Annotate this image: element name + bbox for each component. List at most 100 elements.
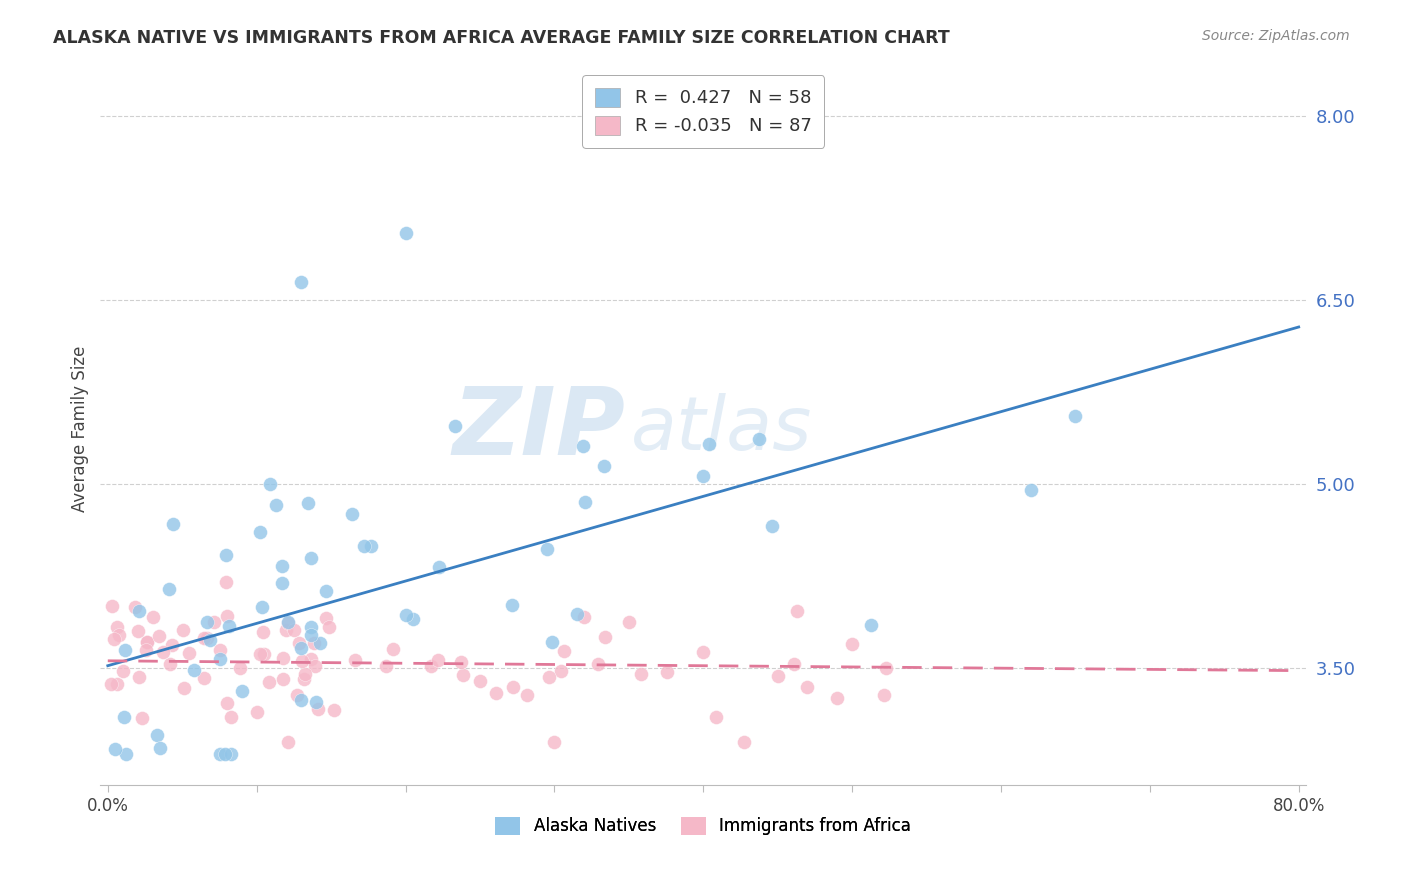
Point xyxy=(217,696,239,710)
Point xyxy=(160,638,183,652)
Point xyxy=(219,747,242,761)
Point xyxy=(841,637,863,651)
Point xyxy=(1019,483,1042,497)
Point xyxy=(593,458,616,473)
Point xyxy=(105,677,128,691)
Point xyxy=(172,623,194,637)
Point xyxy=(249,525,271,540)
Legend: Alaska Natives, Immigrants from Africa: Alaska Natives, Immigrants from Africa xyxy=(489,810,918,842)
Point xyxy=(586,657,609,672)
Point xyxy=(382,641,405,656)
Point xyxy=(536,542,558,557)
Point xyxy=(100,599,122,613)
Point xyxy=(209,642,232,657)
Point xyxy=(290,641,312,656)
Point xyxy=(108,628,131,642)
Point xyxy=(299,652,322,666)
Point xyxy=(305,695,328,709)
Point xyxy=(692,469,714,483)
Point xyxy=(112,710,135,724)
Point xyxy=(173,681,195,695)
Point xyxy=(209,747,232,761)
Point xyxy=(231,683,253,698)
Point xyxy=(294,666,316,681)
Point xyxy=(271,650,294,665)
Point xyxy=(142,610,165,624)
Point xyxy=(183,664,205,678)
Point xyxy=(318,619,340,633)
Point xyxy=(162,516,184,531)
Point xyxy=(485,685,508,699)
Point xyxy=(253,647,276,661)
Point xyxy=(353,540,375,554)
Text: Source: ZipAtlas.com: Source: ZipAtlas.com xyxy=(1202,29,1350,43)
Point xyxy=(748,432,770,446)
Point xyxy=(252,599,274,614)
Point xyxy=(135,635,157,649)
Point xyxy=(259,476,281,491)
Point xyxy=(291,654,314,668)
Point xyxy=(148,629,170,643)
Point xyxy=(873,688,896,702)
Point xyxy=(796,680,818,694)
Point xyxy=(277,735,299,749)
Point xyxy=(112,664,135,678)
Point xyxy=(468,674,491,689)
Point xyxy=(574,495,596,509)
Point xyxy=(304,659,326,673)
Point xyxy=(786,604,808,618)
Point xyxy=(394,608,416,623)
Point xyxy=(215,575,238,590)
Point xyxy=(299,551,322,566)
Point xyxy=(145,728,167,742)
Point xyxy=(103,632,125,646)
Point xyxy=(249,648,271,662)
Point xyxy=(105,620,128,634)
Point xyxy=(1064,409,1087,424)
Point xyxy=(128,604,150,618)
Point xyxy=(149,741,172,756)
Point xyxy=(135,643,157,657)
Y-axis label: Average Family Size: Average Family Size xyxy=(72,346,89,512)
Point xyxy=(214,747,236,761)
Point xyxy=(193,671,215,685)
Point xyxy=(246,706,269,720)
Point xyxy=(292,672,315,686)
Point xyxy=(538,670,561,684)
Point xyxy=(630,667,652,681)
Point xyxy=(152,645,174,659)
Point xyxy=(697,436,720,450)
Point xyxy=(427,560,450,574)
Point xyxy=(572,610,595,624)
Point xyxy=(135,635,157,649)
Point xyxy=(252,624,274,639)
Point xyxy=(553,644,575,658)
Point xyxy=(733,735,755,749)
Point xyxy=(450,655,472,669)
Point xyxy=(315,611,337,625)
Point xyxy=(426,653,449,667)
Point xyxy=(859,618,882,632)
Point xyxy=(550,664,572,678)
Point xyxy=(343,653,366,667)
Point xyxy=(375,659,398,673)
Point xyxy=(825,690,848,705)
Point xyxy=(159,657,181,672)
Point xyxy=(115,747,138,761)
Point xyxy=(655,665,678,679)
Point xyxy=(274,623,297,637)
Point xyxy=(309,636,332,650)
Point xyxy=(875,660,897,674)
Text: ZIP: ZIP xyxy=(451,383,624,475)
Point xyxy=(204,615,226,629)
Point xyxy=(307,702,329,716)
Point xyxy=(297,496,319,510)
Point xyxy=(571,439,593,453)
Point xyxy=(229,661,252,675)
Point xyxy=(271,672,294,686)
Point xyxy=(617,615,640,629)
Point xyxy=(360,539,382,553)
Point xyxy=(420,658,443,673)
Point xyxy=(264,498,287,512)
Point xyxy=(315,584,337,599)
